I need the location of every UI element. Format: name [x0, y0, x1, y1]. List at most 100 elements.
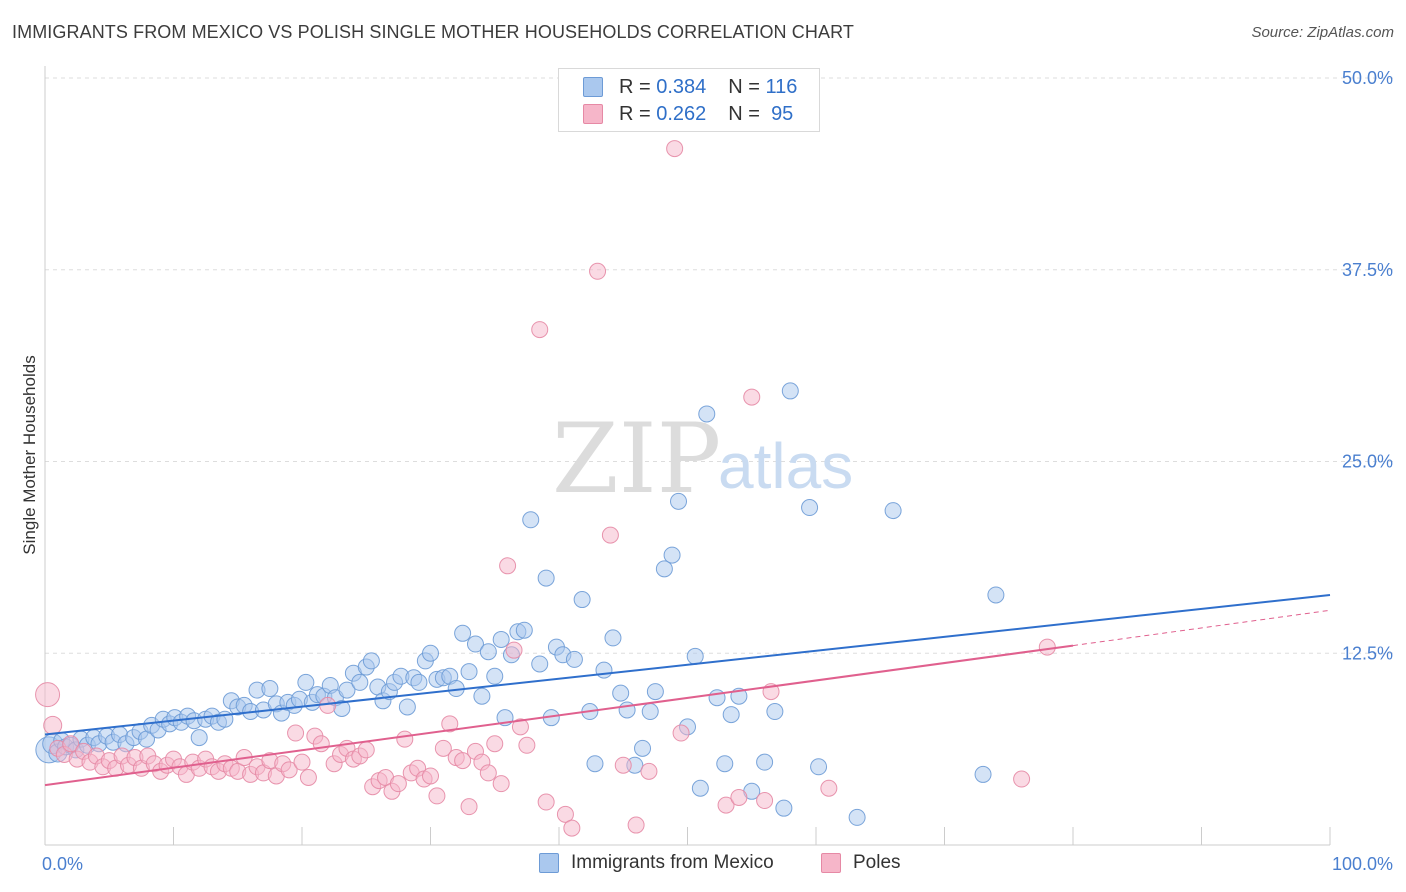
bottom-legend-poles: Poles: [821, 852, 901, 874]
point-poles: [35, 682, 61, 708]
bottom-legend-mexico: Immigrants from Mexico: [539, 852, 774, 874]
point-mexico: [479, 643, 497, 661]
legend-n-value: 116: [765, 75, 798, 98]
legend-r-label: R =: [619, 102, 651, 125]
point-poles: [280, 761, 298, 779]
point-poles: [627, 816, 645, 834]
y-axis-label: Single Mother Households: [20, 355, 39, 554]
chart-source: Source: ZipAtlas.com: [1251, 24, 1394, 41]
watermark-zip: ZIP: [552, 403, 721, 515]
point-poles: [422, 767, 439, 785]
x-tick-label-max: 100.0%: [1332, 854, 1393, 874]
point-mexico: [422, 644, 439, 662]
bottom-legend-swatch-blue: [539, 853, 559, 873]
point-poles: [601, 526, 619, 544]
point-mexico: [884, 502, 902, 520]
point-poles: [730, 788, 748, 806]
y-tick-labels: 12.5% 25.0% 37.5% 50.0%: [1342, 68, 1393, 663]
point-poles: [518, 736, 536, 754]
y-tick-label: 50.0%: [1342, 68, 1393, 88]
y-tick-label: 37.5%: [1342, 260, 1393, 280]
point-poles: [531, 321, 549, 339]
point-poles: [511, 718, 529, 736]
point-poles: [441, 715, 459, 733]
legend-n-value: 95: [771, 102, 794, 125]
point-poles: [396, 730, 414, 748]
point-poles: [62, 735, 80, 753]
legend: R = 0.384 N = 116 R = 0.262 N = 95: [558, 68, 820, 132]
legend-r-value: 0.384: [656, 75, 707, 98]
point-mexico: [810, 758, 828, 776]
point-mexico: [670, 492, 688, 510]
x-tick-label-min: 0.0%: [42, 854, 83, 874]
point-mexico: [515, 621, 533, 639]
point-mexico: [756, 753, 774, 771]
point-mexico: [634, 739, 652, 757]
point-mexico: [473, 687, 491, 705]
point-mexico: [604, 629, 622, 647]
point-mexico: [460, 663, 478, 681]
point-mexico: [646, 683, 664, 701]
point-poles: [428, 787, 446, 805]
point-poles: [672, 724, 690, 742]
point-mexico: [466, 635, 484, 653]
trend-line-poles: [44, 644, 1074, 787]
point-mexico: [362, 652, 380, 670]
trend-lines: [44, 593, 1331, 787]
point-poles: [756, 792, 774, 810]
point-poles: [717, 796, 735, 814]
legend-n-label: N =: [728, 102, 760, 125]
point-poles: [820, 779, 838, 797]
y-tick-label: 12.5%: [1342, 643, 1393, 663]
point-mexico: [586, 755, 604, 773]
point-poles: [563, 819, 581, 837]
point-mexico: [801, 499, 819, 517]
trend-line-poles-extension: [1072, 609, 1331, 647]
point-mexico: [595, 661, 613, 679]
point-poles: [492, 775, 510, 793]
point-mexico: [781, 382, 799, 400]
point-mexico: [261, 680, 279, 698]
watermark-atlas: atlas: [718, 430, 853, 502]
point-poles: [357, 741, 375, 759]
point-mexico: [698, 405, 716, 423]
point-poles: [505, 641, 523, 659]
point-mexico: [190, 729, 208, 747]
point-mexico: [775, 799, 793, 817]
chart-title: IMMIGRANTS FROM MEXICO VS POLISH SINGLE …: [12, 22, 854, 42]
watermark: ZIP atlas: [552, 403, 853, 515]
point-mexico: [537, 569, 555, 587]
point-mexico: [351, 673, 369, 691]
axes: [44, 66, 1331, 846]
point-mexico: [565, 650, 583, 668]
point-poles: [486, 735, 504, 753]
point-mexico: [716, 755, 734, 773]
bottom-legend-label: Immigrants from Mexico: [571, 852, 774, 873]
point-poles: [389, 775, 407, 793]
point-mexico: [612, 684, 630, 702]
point-poles: [640, 762, 658, 780]
point-mexico: [655, 560, 673, 578]
point-mexico: [848, 808, 866, 826]
bottom-legend-swatch-pink: [821, 853, 841, 873]
point-mexico: [722, 706, 740, 724]
legend-swatch-pink: [583, 104, 603, 124]
point-poles: [537, 793, 555, 811]
point-poles: [479, 764, 497, 782]
point-poles: [287, 724, 305, 742]
point-mexico: [531, 655, 549, 673]
point-poles: [299, 769, 317, 787]
point-mexico: [641, 703, 659, 721]
point-mexico: [522, 511, 540, 529]
point-poles: [293, 753, 311, 771]
point-mexico: [454, 624, 472, 642]
point-mexico: [974, 765, 992, 783]
point-poles: [589, 262, 607, 280]
point-mexico: [410, 673, 428, 691]
legend-row-poles: R = 0.262 N = 95: [559, 100, 793, 128]
point-poles: [43, 715, 63, 735]
point-mexico: [686, 647, 704, 665]
point-poles: [666, 140, 684, 158]
point-mexico: [766, 703, 784, 721]
point-poles: [499, 557, 517, 575]
